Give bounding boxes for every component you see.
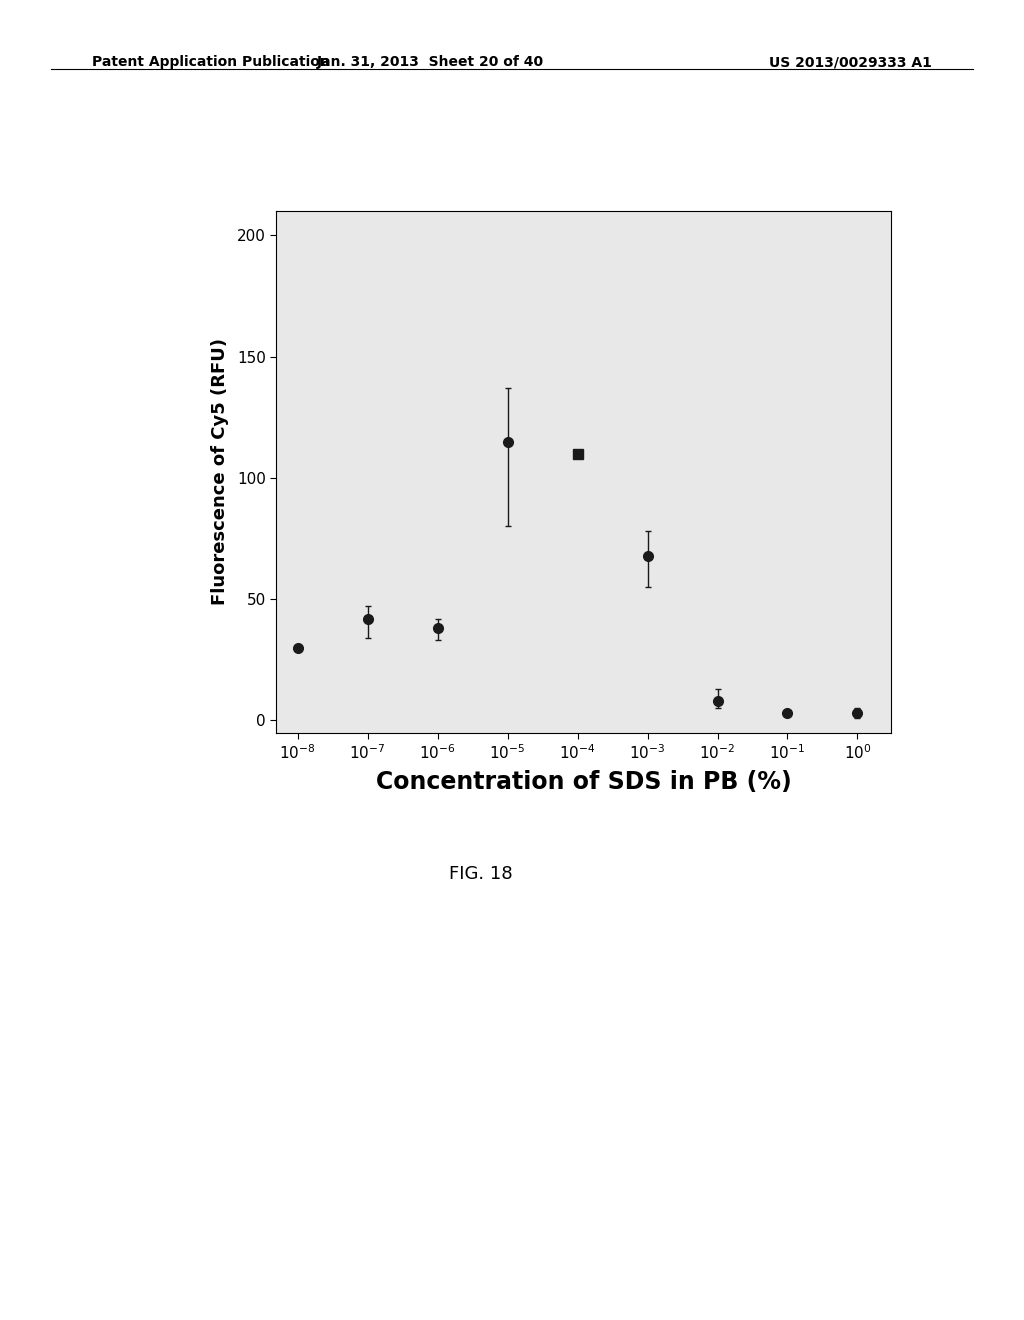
X-axis label: Concentration of SDS in PB (%): Concentration of SDS in PB (%)	[376, 770, 792, 795]
Text: FIG. 18: FIG. 18	[450, 865, 513, 883]
Text: Jan. 31, 2013  Sheet 20 of 40: Jan. 31, 2013 Sheet 20 of 40	[316, 55, 544, 70]
Y-axis label: Fluorescence of Cy5 (RFU): Fluorescence of Cy5 (RFU)	[211, 338, 228, 606]
Text: US 2013/0029333 A1: US 2013/0029333 A1	[769, 55, 932, 70]
Text: Patent Application Publication: Patent Application Publication	[92, 55, 330, 70]
